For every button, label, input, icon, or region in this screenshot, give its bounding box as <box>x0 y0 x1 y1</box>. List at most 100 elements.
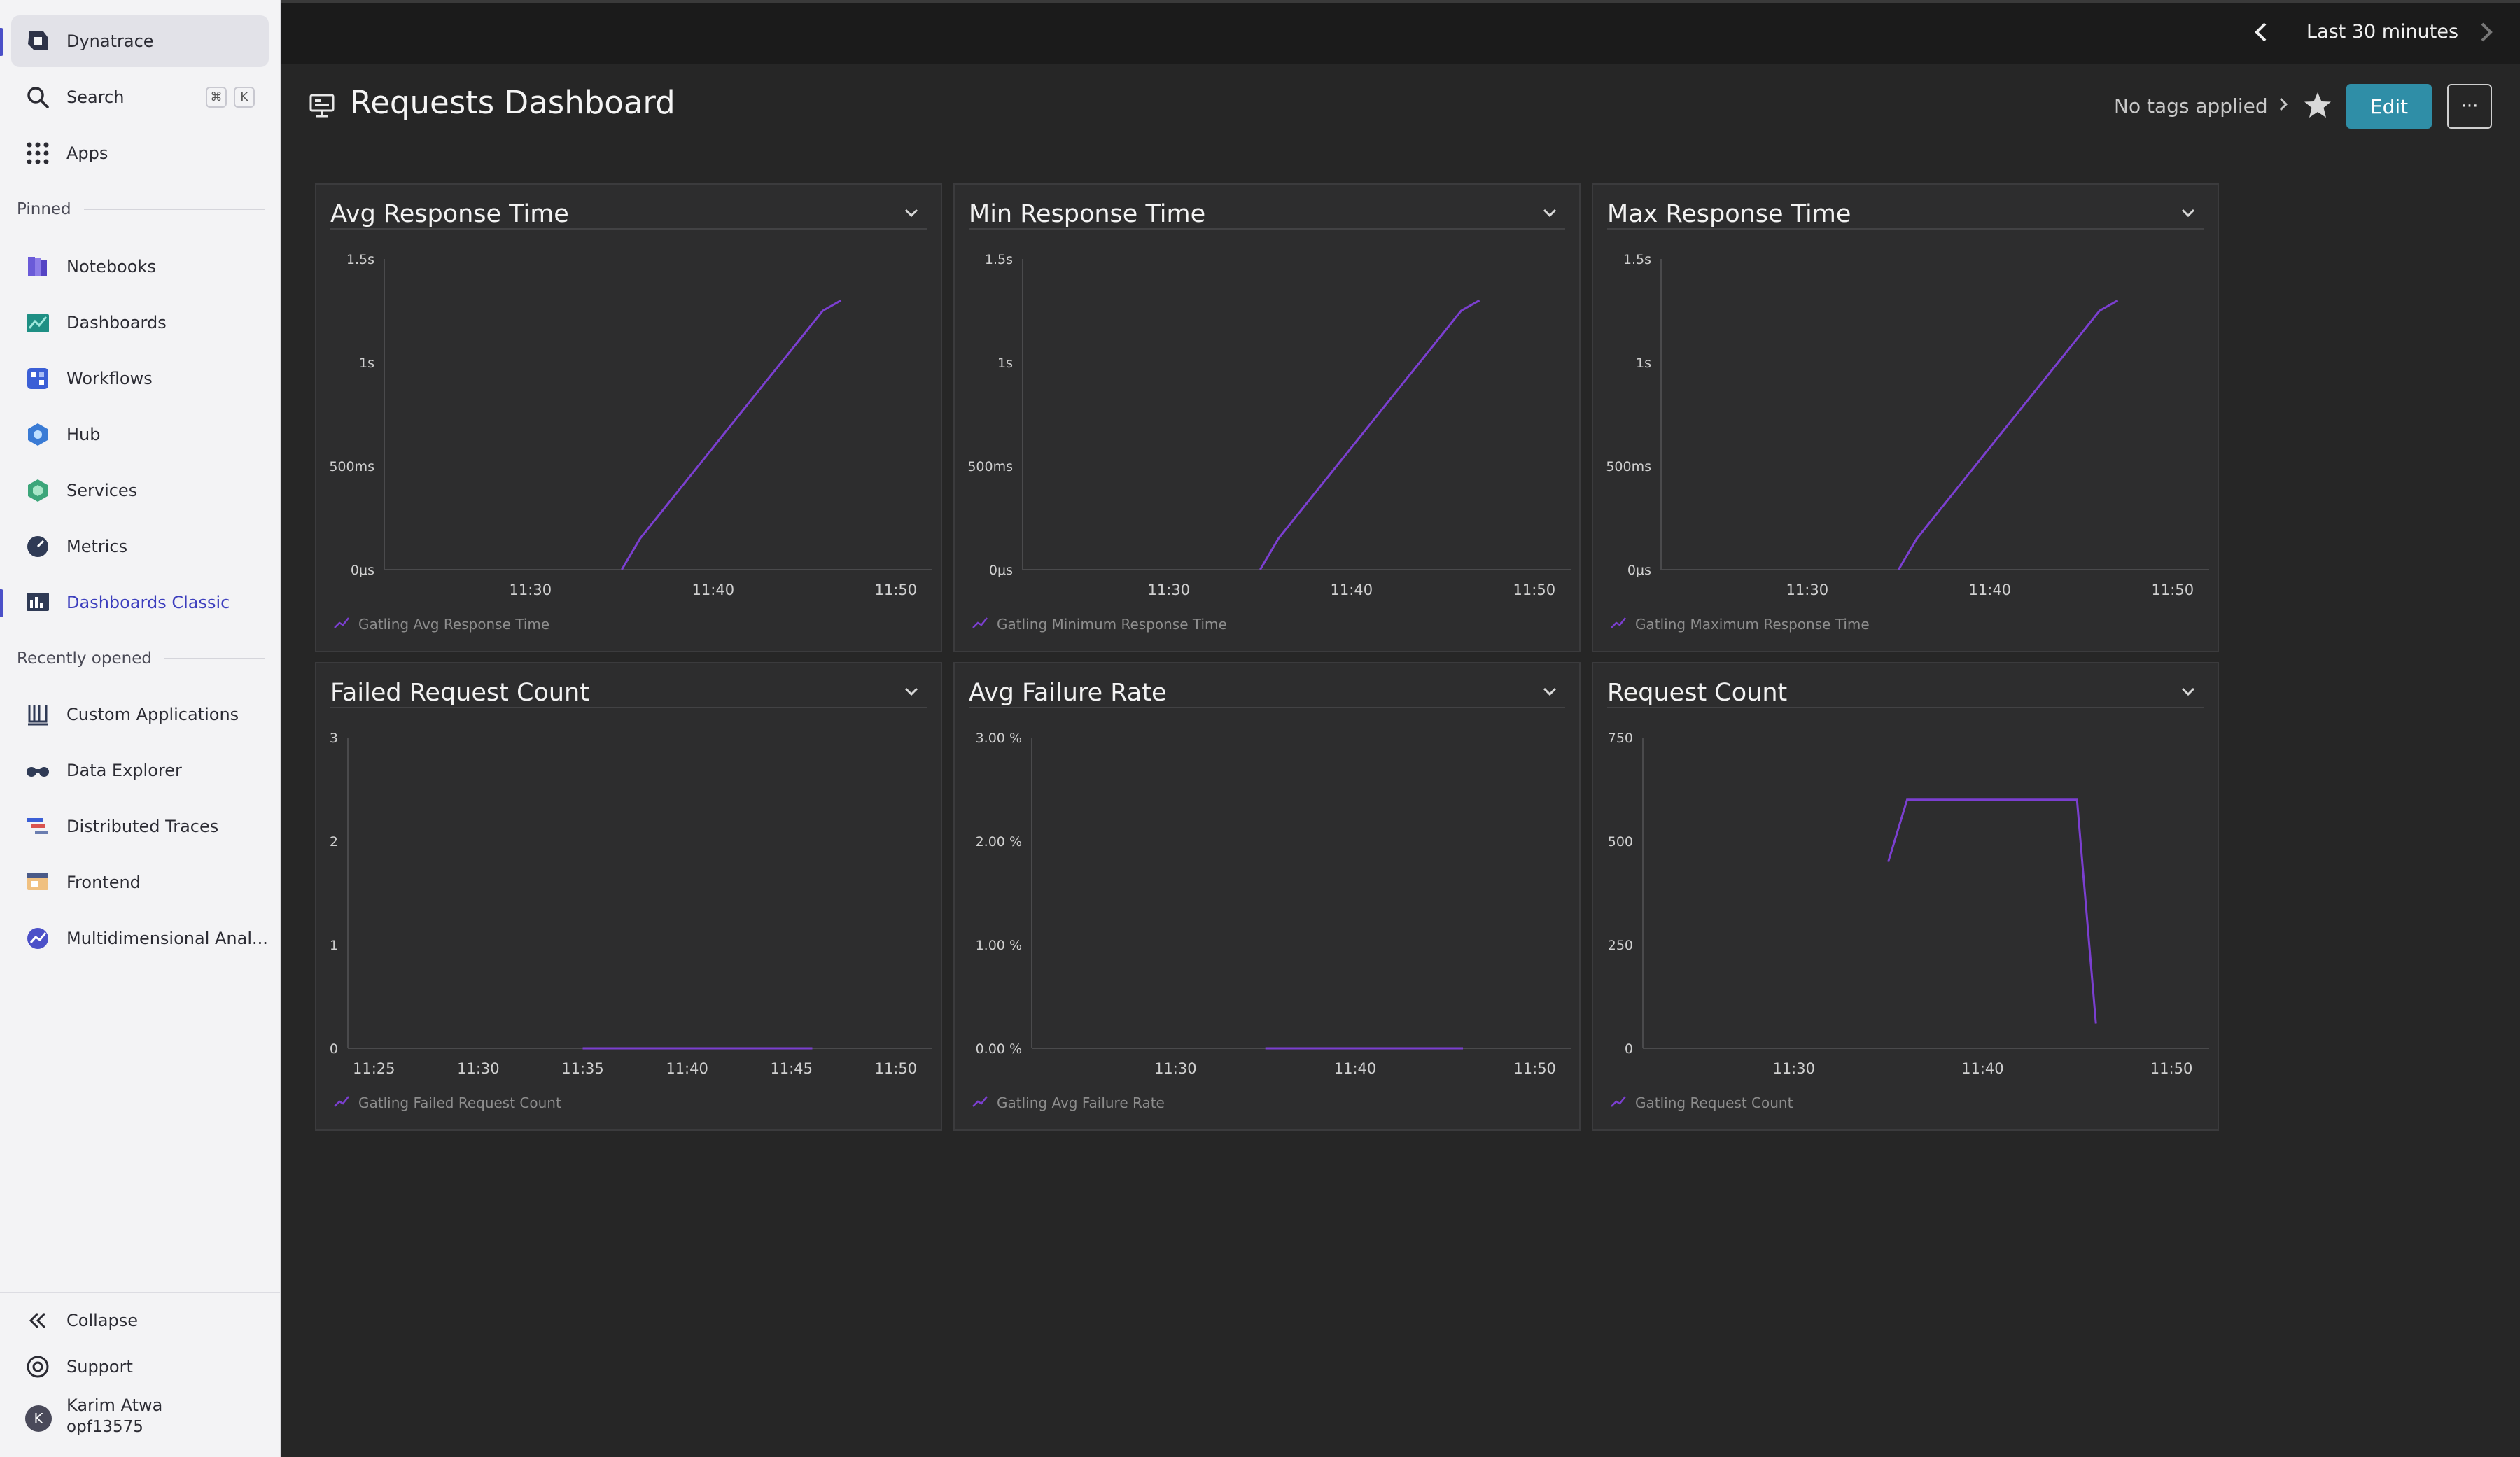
x-tick-label: 11:30 <box>457 1060 500 1077</box>
sidebar-item-metrics[interactable]: Metrics <box>11 521 269 572</box>
chart-legend[interactable]: Gatling Avg Failure Rate <box>972 1094 1165 1111</box>
sidebar-item-notebooks[interactable]: Notebooks <box>11 241 269 293</box>
sidebar-item-label: Multidimensional Anal... <box>66 929 268 948</box>
x-tick-label: 11:50 <box>875 1060 918 1077</box>
recent-section-header: Recently opened <box>17 649 265 668</box>
sidebar-item-hub[interactable]: Hub <box>11 409 269 460</box>
y-tick-label: 750 <box>1608 731 1633 746</box>
chevron-down-icon[interactable] <box>1540 682 1560 701</box>
apps-grid-icon <box>25 141 50 166</box>
y-tick-label: 1s <box>1636 356 1651 371</box>
support-button[interactable]: Support <box>11 1341 269 1393</box>
y-tick-label: 1s <box>359 356 374 371</box>
chevron-down-icon[interactable] <box>902 203 921 223</box>
sidebar-item-custom-applications[interactable]: Custom Applications <box>11 689 269 740</box>
legend-line-icon <box>333 616 350 633</box>
y-tick-label: 1.5s <box>346 252 374 267</box>
user-name: Karim Atwa <box>66 1395 163 1415</box>
x-tick-label: 11:45 <box>770 1060 813 1077</box>
sidebar-item-search[interactable]: Search ⌘ K <box>11 71 269 123</box>
frontend-icon <box>25 870 50 895</box>
sidebar-item-label: Apps <box>66 143 108 163</box>
sidebar-item-services[interactable]: Services <box>11 465 269 516</box>
chart-tile[interactable]: Avg Failure Rate 3.00 % 2.00 % 1.00 % 0.00 %… <box>953 662 1581 1131</box>
timeframe-selector[interactable]: Last 30 minutes <box>2306 21 2459 43</box>
y-tick-label: 0 <box>1625 1041 1633 1057</box>
chart-legend[interactable]: Gatling Avg Response Time <box>333 616 550 633</box>
sidebar-item-multidimensional-analysis[interactable]: Multidimensional Anal... <box>11 913 269 964</box>
edit-button[interactable]: Edit <box>2346 84 2432 129</box>
chart-tile[interactable]: Request Count 750 500 250 0 11:30 11:40 11:50 Ga… <box>1592 662 2219 1131</box>
y-tick-label: 1s <box>997 356 1013 371</box>
chevron-down-icon[interactable] <box>2178 203 2198 223</box>
avatar: K <box>25 1405 52 1432</box>
tile-title-rule <box>330 228 927 230</box>
chart-tile[interactable]: Failed Request Count 3 2 1 0 11:25 11:30 11:35 1… <box>315 662 942 1131</box>
metrics-icon <box>25 534 50 559</box>
legend-label: Gatling Request Count <box>1635 1094 1793 1111</box>
chart-tile[interactable]: Max Response Time 1.5s 1s 500ms 0μs 11:30 11:4… <box>1592 183 2219 652</box>
sidebar-item-dashboards-classic[interactable]: Dashboards Classic <box>11 577 269 628</box>
sidebar-item-label: Dynatrace <box>66 31 154 51</box>
sidebar-item-dashboards[interactable]: Dashboards <box>11 297 269 349</box>
sidebar-item-apps[interactable]: Apps <box>11 127 269 179</box>
y-tick-label: 0μs <box>989 563 1013 578</box>
legend-line-icon <box>333 1094 350 1111</box>
chevron-down-icon[interactable] <box>1540 203 1560 223</box>
search-icon <box>25 85 50 110</box>
sidebar-item-label: Workflows <box>66 369 153 388</box>
data-explorer-icon <box>25 758 50 783</box>
sidebar-item-distributed-traces[interactable]: Distributed Traces <box>11 801 269 852</box>
collapse-button[interactable]: Collapse <box>11 1295 269 1346</box>
dashboard-monitor-icon <box>309 94 335 118</box>
chevron-down-icon[interactable] <box>2178 682 2198 701</box>
y-tick-label: 500ms <box>1606 459 1651 474</box>
dynatrace-logo-icon <box>25 29 50 54</box>
series-line <box>1898 299 2119 570</box>
x-tick-label: 11:40 <box>692 582 735 598</box>
chart-legend[interactable]: Gatling Failed Request Count <box>333 1094 561 1111</box>
x-tick-label: 11:40 <box>1961 1060 2004 1077</box>
tile-title-rule <box>330 707 927 708</box>
tile-title: Request Count <box>1607 679 1802 707</box>
top-bar: Last 30 minutes <box>281 0 2520 64</box>
chevron-down-icon[interactable] <box>902 682 921 701</box>
dashboards-classic-icon <box>25 590 50 615</box>
chart-legend[interactable]: Gatling Request Count <box>1610 1094 1793 1111</box>
timeframe-next-icon[interactable] <box>2472 18 2500 46</box>
tile-title: Max Response Time <box>1607 200 1865 228</box>
y-tick-label: 500ms <box>329 459 374 474</box>
series-line <box>1887 798 2097 1024</box>
sidebar-item-dynatrace[interactable]: Dynatrace <box>11 15 269 67</box>
chart-tile[interactable]: Min Response Time 1.5s 1s 500ms 0μs 11:30 11:4… <box>953 183 1581 652</box>
line-chart: 1.5s 1s 500ms 0μs 11:30 11:40 11:50 <box>1606 252 2209 598</box>
user-profile-button[interactable]: K Karim Atwa opf13575 <box>11 1391 269 1447</box>
support-lifebuoy-icon <box>25 1354 50 1379</box>
chart-legend[interactable]: Gatling Minimum Response Time <box>972 616 1227 633</box>
sidebar-item-label: Distributed Traces <box>66 817 219 836</box>
favorite-star-icon[interactable] <box>2302 90 2334 122</box>
line-chart: 1.5s 1s 500ms 0μs 11:30 11:40 11:50 <box>329 252 932 598</box>
custom-applications-icon <box>25 702 50 727</box>
sidebar-item-workflows[interactable]: Workflows <box>11 353 269 404</box>
x-tick-label: 11:40 <box>1334 1060 1377 1077</box>
timeframe-previous-icon[interactable] <box>2247 18 2275 46</box>
y-tick-label: 500ms <box>967 459 1013 474</box>
more-options-button[interactable]: ··· <box>2447 84 2492 129</box>
sidebar-item-frontend[interactable]: Frontend <box>11 857 269 908</box>
sidebar-item-data-explorer[interactable]: Data Explorer <box>11 745 269 796</box>
page-title: Requests Dashboard <box>350 84 676 121</box>
legend-label: Gatling Minimum Response Time <box>997 616 1227 633</box>
sidebar-item-label: Frontend <box>66 873 141 892</box>
chart-legend[interactable]: Gatling Maximum Response Time <box>1610 616 1870 633</box>
sidebar-item-label: Services <box>66 481 138 500</box>
tags-selector[interactable]: No tags applied <box>2114 94 2289 118</box>
shortcut-k-key: K <box>234 87 255 108</box>
sidebar-item-label: Hub <box>66 425 101 444</box>
legend-line-icon <box>972 1094 988 1111</box>
y-tick-label: 500 <box>1608 834 1633 850</box>
sidebar-item-label: Dashboards Classic <box>66 593 230 612</box>
chart-tile[interactable]: Avg Response Time 1.5s 1s 500ms 0μs 11:30 11:4… <box>315 183 942 652</box>
tile-title-rule <box>1607 707 2204 708</box>
line-chart: 1.5s 1s 500ms 0μs 11:30 11:40 11:50 <box>967 252 1571 598</box>
